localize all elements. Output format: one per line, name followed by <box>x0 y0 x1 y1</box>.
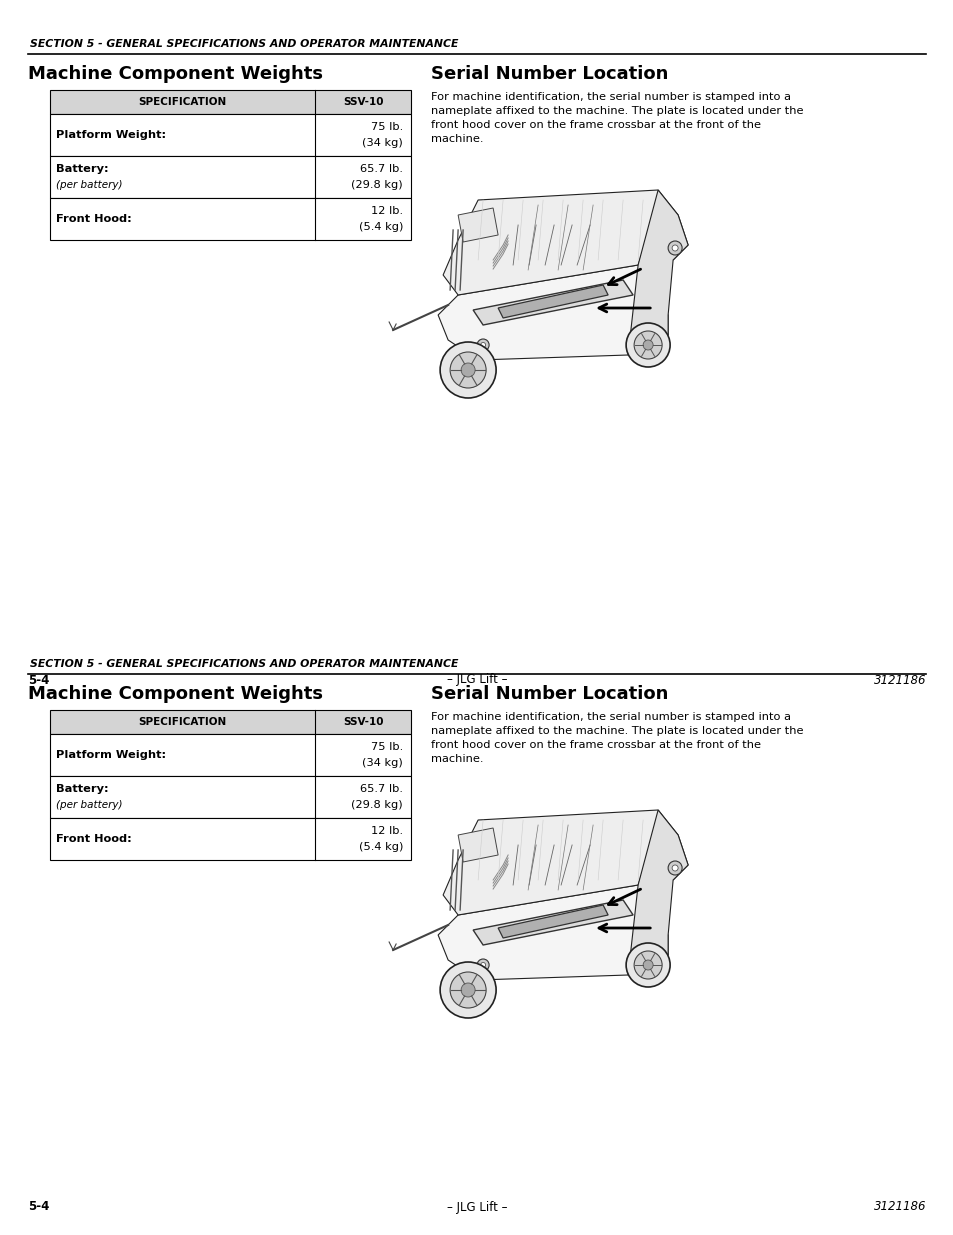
Text: (5.4 kg): (5.4 kg) <box>358 222 403 232</box>
Text: (34 kg): (34 kg) <box>362 138 403 148</box>
Bar <box>50 198 411 240</box>
Text: For machine identification, the serial number is stamped into a: For machine identification, the serial n… <box>431 91 790 103</box>
Bar <box>50 710 411 734</box>
Circle shape <box>450 972 486 1008</box>
Text: – JLG Lift –: – JLG Lift – <box>446 1200 507 1214</box>
Text: 65.7 lb.: 65.7 lb. <box>359 164 403 174</box>
Text: front hood cover on the frame crossbar at the front of the: front hood cover on the frame crossbar a… <box>431 740 760 750</box>
Text: Platform Weight:: Platform Weight: <box>56 130 166 140</box>
Polygon shape <box>497 905 607 939</box>
Circle shape <box>476 960 489 971</box>
Circle shape <box>460 363 475 377</box>
Polygon shape <box>473 900 633 945</box>
Circle shape <box>460 983 475 997</box>
Circle shape <box>642 960 653 969</box>
Circle shape <box>450 352 486 388</box>
Text: SPECIFICATION: SPECIFICATION <box>138 718 227 727</box>
Bar <box>50 776 411 818</box>
Text: Machine Component Weights: Machine Component Weights <box>28 685 323 703</box>
Polygon shape <box>457 827 497 862</box>
Circle shape <box>642 340 653 350</box>
Bar <box>50 818 411 860</box>
Text: SSV-10: SSV-10 <box>343 718 383 727</box>
Text: nameplate affixed to the machine. The plate is located under the: nameplate affixed to the machine. The pl… <box>431 726 802 736</box>
Polygon shape <box>473 280 633 325</box>
Circle shape <box>634 951 661 979</box>
Text: SPECIFICATION: SPECIFICATION <box>138 98 227 107</box>
Circle shape <box>667 861 681 876</box>
Circle shape <box>476 338 489 351</box>
Text: 5-4: 5-4 <box>28 673 50 687</box>
Circle shape <box>439 962 496 1018</box>
Text: 3121186: 3121186 <box>873 673 925 687</box>
Text: (5.4 kg): (5.4 kg) <box>358 842 403 852</box>
Text: Front Hood:: Front Hood: <box>56 834 132 844</box>
Text: 75 lb.: 75 lb. <box>371 122 403 132</box>
Polygon shape <box>497 285 607 317</box>
Polygon shape <box>457 207 497 242</box>
Polygon shape <box>627 810 687 974</box>
Text: Machine Component Weights: Machine Component Weights <box>28 65 323 83</box>
Text: 12 lb.: 12 lb. <box>371 826 403 836</box>
Text: machine.: machine. <box>431 135 483 144</box>
Circle shape <box>625 944 669 987</box>
Text: (per battery): (per battery) <box>56 800 122 810</box>
Text: SECTION 5 - GENERAL SPECIFICATIONS AND OPERATOR MAINTENANCE: SECTION 5 - GENERAL SPECIFICATIONS AND O… <box>30 40 457 49</box>
Text: (29.8 kg): (29.8 kg) <box>351 180 403 190</box>
Text: front hood cover on the frame crossbar at the front of the: front hood cover on the frame crossbar a… <box>431 120 760 130</box>
Bar <box>50 734 411 776</box>
Circle shape <box>672 864 678 871</box>
Circle shape <box>672 245 678 251</box>
Text: (per battery): (per battery) <box>56 180 122 190</box>
Text: Front Hood:: Front Hood: <box>56 214 132 224</box>
Text: 65.7 lb.: 65.7 lb. <box>359 784 403 794</box>
Text: Platform Weight:: Platform Weight: <box>56 750 166 760</box>
Circle shape <box>480 962 485 967</box>
Text: For machine identification, the serial number is stamped into a: For machine identification, the serial n… <box>431 713 790 722</box>
Text: (34 kg): (34 kg) <box>362 758 403 768</box>
Polygon shape <box>442 810 687 915</box>
Text: Serial Number Location: Serial Number Location <box>431 685 668 703</box>
Text: Serial Number Location: Serial Number Location <box>431 65 668 83</box>
Text: 3121186: 3121186 <box>873 1200 925 1214</box>
Text: (29.8 kg): (29.8 kg) <box>351 800 403 810</box>
Circle shape <box>667 241 681 254</box>
Bar <box>50 114 411 156</box>
Polygon shape <box>442 190 687 295</box>
Polygon shape <box>627 190 687 354</box>
Text: 75 lb.: 75 lb. <box>371 742 403 752</box>
Polygon shape <box>437 266 667 359</box>
Text: 12 lb.: 12 lb. <box>371 206 403 216</box>
Bar <box>50 90 411 114</box>
Text: Battery:: Battery: <box>56 164 109 174</box>
Circle shape <box>480 342 485 347</box>
Circle shape <box>634 331 661 359</box>
Circle shape <box>439 342 496 398</box>
Text: 5-4: 5-4 <box>28 1200 50 1214</box>
Text: SSV-10: SSV-10 <box>343 98 383 107</box>
Text: nameplate affixed to the machine. The plate is located under the: nameplate affixed to the machine. The pl… <box>431 106 802 116</box>
Polygon shape <box>437 885 667 981</box>
Text: SECTION 5 - GENERAL SPECIFICATIONS AND OPERATOR MAINTENANCE: SECTION 5 - GENERAL SPECIFICATIONS AND O… <box>30 659 457 669</box>
Text: – JLG Lift –: – JLG Lift – <box>446 673 507 687</box>
Circle shape <box>625 324 669 367</box>
Bar <box>50 156 411 198</box>
Text: machine.: machine. <box>431 755 483 764</box>
Text: Battery:: Battery: <box>56 784 109 794</box>
